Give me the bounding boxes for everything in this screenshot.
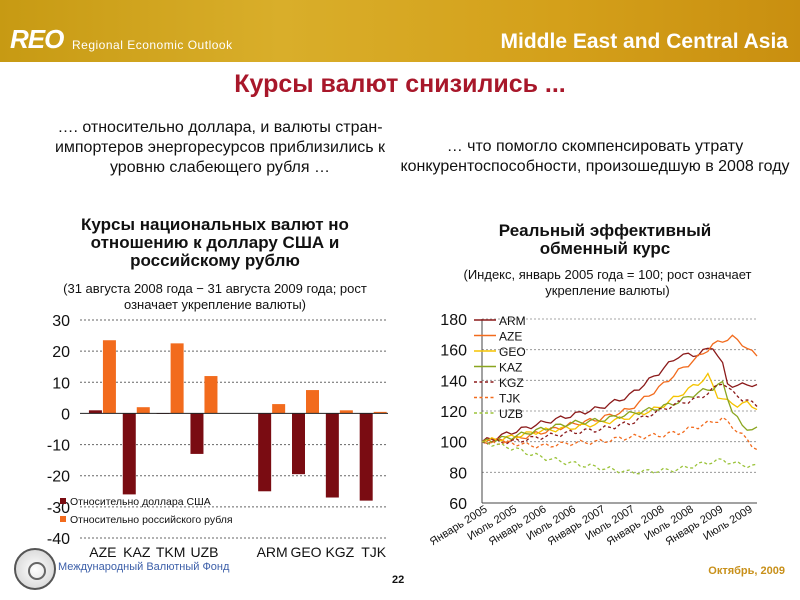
x-tick-label: TJK — [361, 544, 387, 560]
bar-chart: 30 20 10 0 -10 -20 -30 -40 AZE KAZ TKM UZB ARM GEO KGZ… — [47, 313, 388, 560]
bar-geo-rub — [306, 390, 319, 414]
y-tick-label: 180 — [440, 312, 467, 329]
slide-title: Курсы валют снизились ... — [234, 70, 566, 98]
legend-swatch — [60, 516, 66, 522]
line-chart-title: Реальный эффективный обменный курс — [498, 221, 712, 258]
y-tick-label: 120 — [440, 404, 467, 421]
footer-org: Международный Валютный Фонд — [58, 561, 230, 573]
series-line-arm — [481, 347, 758, 443]
bar-aze-usd — [88, 410, 102, 414]
legend-label: KAZ — [499, 361, 522, 375]
page-number: 22 — [392, 574, 405, 586]
legend-label: Относительно доллара США — [70, 496, 211, 508]
y-tick-label: 160 — [440, 343, 467, 360]
bar-tkm-rub — [170, 343, 184, 414]
logo-subtitle: Regional Economic Outlook — [72, 38, 233, 52]
legend-label: UZB — [499, 407, 523, 421]
legend-swatch — [60, 498, 66, 504]
bar-aze-rub — [102, 340, 116, 414]
imf-seal-icon — [14, 548, 56, 590]
x-tick-label: TKM — [156, 544, 186, 560]
x-tick-label: KGZ — [325, 544, 354, 560]
y-tick-label: 20 — [52, 344, 70, 361]
x-tick-label: GEO — [290, 544, 321, 560]
series-line-tjk — [481, 416, 758, 451]
bar-kaz-rub — [136, 407, 150, 414]
bar-chart-subtitle: (31 августа 2008 года − 31 августа 2009 … — [63, 281, 367, 312]
y-tick-label: -20 — [47, 469, 70, 486]
y-tick-label: 100 — [440, 435, 467, 452]
y-tick-label: 30 — [52, 313, 70, 330]
region-title: Middle East and Central Asia — [500, 30, 788, 53]
bar-arm-rub — [272, 404, 286, 414]
left-subtitle: …. относительно доллара, и валюты стран-… — [54, 119, 386, 176]
right-subtitle: … что помогло скомпенсировать утрату кон… — [400, 138, 790, 175]
series-line-aze — [481, 334, 758, 444]
legend-label: GEO — [499, 345, 526, 359]
line-chart-subtitle: (Индекс, январь 2005 года = 100; рост оз… — [463, 267, 752, 298]
x-tick-label: UZB — [190, 544, 218, 560]
series-line-uzb — [481, 441, 758, 475]
y-tick-label: -10 — [47, 438, 70, 455]
bar-geo-usd — [292, 413, 305, 475]
bar-kgz-rub — [339, 410, 353, 414]
y-tick-label: -40 — [47, 531, 70, 548]
header-banner: REO Regional Economic Outlook Middle Eas… — [0, 0, 800, 62]
bar-uzb-rub — [204, 376, 218, 414]
y-tick-label: 140 — [440, 373, 467, 390]
y-tick-label: 10 — [52, 375, 70, 392]
bar-arm-usd — [258, 413, 272, 492]
footer-date: Октябрь, 2009 — [708, 565, 785, 577]
y-tick-label: 60 — [449, 496, 467, 513]
bar-tjk-rub — [373, 411, 387, 414]
bar-kgz-usd — [325, 413, 339, 498]
legend-label: TJK — [499, 392, 520, 406]
y-tick-label: 80 — [449, 465, 467, 482]
legend-label: Относительно российского рубля — [70, 514, 233, 526]
series-line-kgz — [481, 383, 758, 445]
bar-tjk-usd — [359, 413, 373, 501]
series-line-geo — [481, 372, 758, 443]
y-tick-label: 0 — [61, 406, 70, 423]
legend-label: AZE — [499, 330, 522, 344]
bar-chart-title: Курсы национальных валют но отношению к … — [81, 215, 349, 270]
y-tick-label: -30 — [47, 500, 70, 517]
bar-kaz-usd — [122, 413, 136, 495]
x-tick-label: KAZ — [123, 544, 151, 560]
legend-label: ARM — [499, 314, 526, 328]
x-tick-label: ARM — [257, 544, 288, 560]
legend-label: KGZ — [499, 376, 524, 390]
bar-uzb-usd — [190, 413, 204, 454]
x-tick-label: AZE — [89, 544, 116, 560]
series-line-kaz — [481, 380, 758, 443]
reo-logo: REO — [10, 24, 64, 54]
